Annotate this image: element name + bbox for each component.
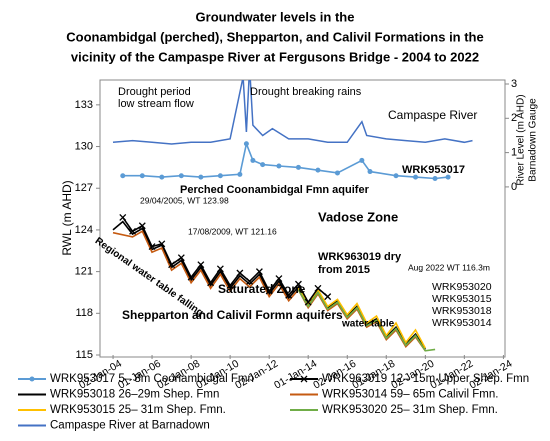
- annotation: low stream flow: [118, 98, 194, 110]
- data-point: [197, 261, 205, 269]
- chart-title: Groundwater levels in the: [196, 9, 355, 24]
- legend-label: WRK953014 59– 65m Calivil Fmn.: [322, 389, 498, 401]
- data-point: [216, 265, 224, 273]
- plot-frame: [99, 79, 506, 358]
- y-tick-label: 130: [75, 140, 93, 152]
- y-tick-label: 133: [75, 99, 93, 111]
- annotation: Drought period: [118, 86, 191, 98]
- data-point: [314, 284, 322, 292]
- legend-marker: [29, 376, 35, 382]
- annotation: WRK953018: [432, 305, 492, 317]
- data-point: [315, 167, 321, 173]
- data-point: [432, 176, 438, 182]
- data-point: [159, 174, 165, 180]
- x-tick-label: 01-Jan-14: [272, 358, 319, 392]
- y-axis-label: RWL (m AHD): [60, 180, 74, 255]
- data-point: [138, 222, 146, 230]
- legend-label: WRK963019 12– 15m Upper Shep. Fmn: [322, 373, 529, 385]
- data-point: [168, 261, 176, 269]
- data-point: [120, 173, 126, 179]
- annotation: Drought breaking rains: [250, 86, 362, 98]
- data-point: [295, 164, 301, 170]
- data-point: [178, 173, 184, 179]
- legend-label: WRK953020 25– 31m Shep. Fmn.: [322, 404, 498, 416]
- legend-label: WRK953018 26–29m Shep. Fmn: [50, 389, 219, 401]
- annotation: Shepparton and Calivil Formn aquifers: [122, 308, 343, 322]
- y-tick-label: 127: [75, 182, 93, 194]
- data-point: [226, 282, 234, 289]
- series-line: [112, 230, 426, 352]
- y-tick-label: 121: [75, 266, 93, 278]
- series-line: [122, 216, 329, 304]
- y2-axis-label: River Level (m AHD): [516, 94, 527, 185]
- data-point: [304, 298, 312, 306]
- series-line: [297, 287, 427, 349]
- annotation: WRK953017: [402, 164, 465, 176]
- annotation: water table: [341, 319, 395, 330]
- y2-tick-label: 1: [511, 147, 517, 159]
- data-point: [324, 293, 332, 301]
- data-point: [236, 269, 244, 277]
- legend-marker: [300, 375, 308, 383]
- data-point: [198, 174, 204, 180]
- data-point: [177, 254, 185, 262]
- data-point: [294, 280, 302, 288]
- annotation: WRK953020: [432, 281, 492, 293]
- data-point: [255, 268, 263, 276]
- series-line: [297, 289, 436, 352]
- data-point: [148, 243, 156, 251]
- data-point: [334, 170, 340, 176]
- annotation: Campaspe River: [388, 108, 477, 122]
- data-point: [119, 213, 127, 221]
- chart-title: Coonambidgal (perched), Shepparton, and …: [66, 29, 483, 44]
- data-point: [237, 171, 243, 177]
- data-point: [246, 277, 254, 285]
- y-tick-label: 115: [75, 349, 93, 361]
- series-line: [122, 141, 449, 180]
- annotation: WRK953014: [432, 317, 492, 329]
- data-point: [260, 162, 266, 168]
- data-point: [285, 291, 293, 299]
- data-point: [139, 173, 145, 179]
- data-point: [217, 173, 223, 179]
- data-point: [367, 169, 373, 175]
- data-point: [276, 163, 282, 169]
- y-tick-label: 124: [75, 224, 93, 236]
- y2-axis-label: Barnadown Gauge: [528, 98, 539, 182]
- legend-label: Campaspe River at Barnadown: [50, 420, 210, 432]
- data-point: [413, 174, 419, 180]
- data-point: [187, 273, 195, 281]
- y2-tick-label: 3: [511, 78, 517, 90]
- annotation: Vadose Zone: [318, 209, 398, 224]
- annotation: WRK953015: [432, 293, 492, 305]
- y2-tick-label: 0: [511, 181, 517, 193]
- annotation: 17/08/2009, WT 121.16: [188, 226, 277, 236]
- annotation: Perched Coonambidgal Fmn aquifer: [180, 184, 370, 196]
- data-point: [250, 157, 256, 163]
- legend-label: WRK953015 25– 31m Shep. Fmn.: [50, 404, 226, 416]
- data-point: [243, 141, 249, 147]
- series-line: [112, 80, 473, 145]
- data-point: [275, 275, 283, 283]
- data-point: [265, 287, 273, 295]
- data-point: [129, 227, 136, 235]
- legend-label: WRK953017 5– 8m Coonambidgal Fmn: [50, 373, 254, 385]
- annotation: from 2015: [318, 264, 370, 276]
- y-tick-label: 118: [75, 307, 93, 319]
- annotation: Aug 2022 WT 116.3m: [408, 262, 490, 272]
- plot-area: [112, 80, 473, 352]
- data-point: [445, 174, 451, 180]
- data-point: [393, 173, 399, 179]
- y2-tick-label: 2: [511, 112, 517, 124]
- data-point: [359, 157, 365, 163]
- data-point: [207, 279, 215, 287]
- chart-title: vicinity of the Campaspe River at Fergus…: [71, 49, 479, 64]
- data-point: [158, 240, 166, 248]
- annotation: WRK963019 dry: [318, 251, 402, 263]
- annotation: Saturated Zone: [218, 282, 306, 296]
- annotation: 29/04/2005, WT 123.98: [140, 195, 229, 205]
